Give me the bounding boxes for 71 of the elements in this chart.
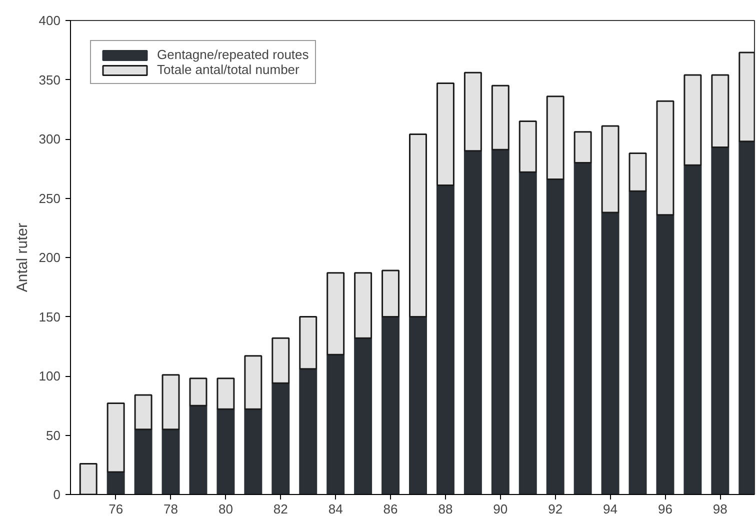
bar — [601, 212, 620, 494]
bar — [491, 148, 510, 494]
bar — [436, 184, 454, 494]
bar — [574, 131, 592, 164]
bar — [326, 354, 345, 494]
bar — [684, 74, 702, 166]
y-tick-label: 200 — [38, 250, 61, 265]
bar — [409, 316, 427, 494]
legend-label: Totale antal/total number — [157, 62, 300, 77]
bar — [244, 408, 262, 494]
bar — [382, 270, 400, 318]
bar — [601, 125, 620, 214]
bar — [216, 408, 235, 494]
bar — [518, 120, 537, 173]
bar — [299, 368, 318, 494]
bar — [272, 337, 290, 384]
bar — [382, 316, 400, 494]
bar — [106, 402, 125, 473]
bar — [436, 82, 454, 186]
bar — [326, 272, 345, 356]
y-tick-label: 350 — [38, 72, 61, 88]
bar — [684, 164, 702, 494]
bar — [656, 100, 674, 216]
bar — [79, 462, 98, 494]
bar — [244, 355, 262, 410]
bar — [409, 134, 427, 318]
bar — [272, 382, 290, 494]
bar — [216, 378, 235, 410]
y-tick-label: 250 — [38, 190, 61, 206]
bar — [354, 337, 372, 494]
x-tick-label: 86 — [383, 502, 398, 516]
x-tick-label: 80 — [218, 502, 233, 516]
bar — [491, 84, 510, 150]
bar — [162, 374, 180, 430]
legend-label: Gentagne/repeated routes — [157, 47, 309, 62]
y-tick-label: 150 — [38, 309, 61, 324]
bar — [574, 162, 592, 494]
bar — [134, 394, 152, 430]
bar — [711, 146, 730, 494]
bar — [134, 428, 152, 494]
bar — [354, 272, 372, 339]
bar — [628, 190, 647, 494]
y-tick-label: 400 — [38, 13, 61, 28]
y-tick-label: 0 — [53, 487, 61, 502]
bar — [628, 152, 647, 192]
y-tick-label: 50 — [46, 428, 61, 443]
bar — [189, 378, 208, 406]
x-tick-label: 76 — [108, 502, 124, 516]
bar — [711, 74, 730, 148]
x-tick-label: 78 — [164, 502, 178, 516]
bar — [546, 96, 564, 180]
bar — [656, 214, 674, 494]
bar — [464, 150, 482, 494]
x-tick-label: 96 — [658, 502, 672, 516]
bar — [518, 171, 537, 494]
y-tick-label: 100 — [38, 368, 61, 384]
bar — [162, 428, 180, 494]
x-tick-label: 82 — [273, 502, 288, 516]
x-tick-label: 90 — [493, 502, 508, 516]
bar — [299, 316, 318, 370]
bar — [464, 72, 482, 152]
bar — [189, 404, 208, 494]
bar — [546, 178, 564, 494]
bar — [106, 471, 125, 494]
x-tick-label: 88 — [438, 502, 453, 516]
y-axis-title: Antal ruter — [14, 222, 31, 292]
x-tick-label: 94 — [603, 502, 618, 516]
x-tick-label: 84 — [328, 502, 343, 516]
x-tick-label: 98 — [712, 502, 728, 516]
x-tick-label: 92 — [548, 502, 563, 516]
y-tick-label: 300 — [38, 132, 61, 146]
